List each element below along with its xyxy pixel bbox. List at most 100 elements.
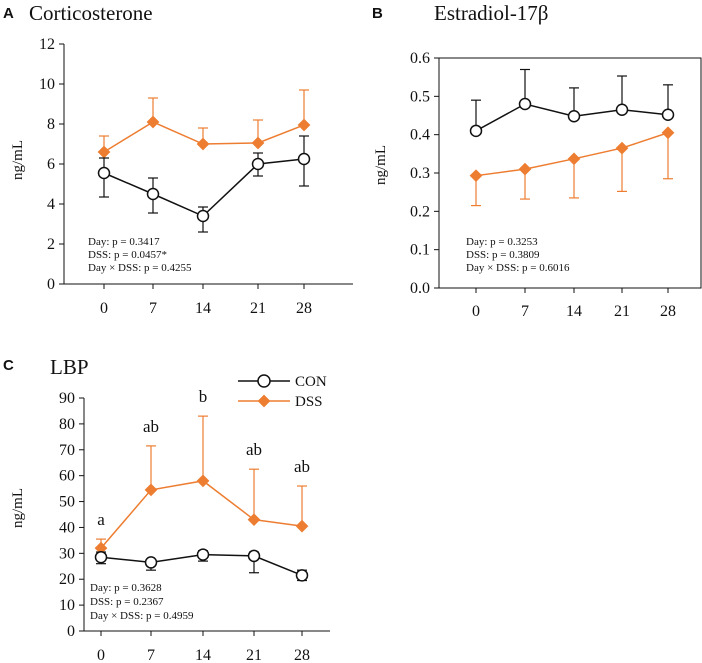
panel-b-letter: B <box>372 5 383 22</box>
panel-a-xtick-label: 14 <box>195 300 211 317</box>
panel-a-stat-day: Day: p = 0.3417 <box>88 236 160 248</box>
panel-c-xtick-label: 0 <box>97 647 105 663</box>
panel-c-con-point <box>196 548 210 561</box>
panel-a-stat-interaction: Day × DSS: p = 0.4255 <box>88 262 192 274</box>
panel-c-con-point <box>94 550 108 564</box>
panel-c-con-point <box>144 556 158 569</box>
panel-b-xtick-label: 14 <box>566 303 582 320</box>
panel-b-xtick-label: 0 <box>472 303 480 320</box>
panel-c-ytick-label: 40 <box>59 519 75 536</box>
panel-c-ytick-label: 60 <box>59 468 75 485</box>
panel-b-xtick-label: 21 <box>614 303 630 320</box>
panel-b-dss-point <box>661 126 675 140</box>
panel-a-title: Corticosterone <box>29 1 153 25</box>
panel-b-dss-point <box>615 141 629 155</box>
panel-c-significance-label: b <box>199 387 208 406</box>
panel-b-con-point <box>615 103 629 116</box>
panel-c-dss-point <box>295 519 309 533</box>
panel-a-xtick-label: 21 <box>250 300 266 317</box>
panel-corticosterone: A Corticosterone ng/mL Day: p = 0.3417 D… <box>3 1 353 317</box>
panel-a-ytick-label: 4 <box>47 196 55 213</box>
legend-con-marker <box>257 374 271 388</box>
panel-c-significance-label: ab <box>143 417 159 436</box>
panel-c-xtick-label: 21 <box>246 647 262 663</box>
panel-c-stat-interaction: Day × DSS: p = 0.4959 <box>90 610 194 622</box>
panel-b-ylabel: ng/mL <box>373 145 389 185</box>
panel-a-xtick-label: 28 <box>296 300 312 317</box>
panel-a-ytick-label: 0 <box>47 276 55 293</box>
panel-a-con-point <box>97 166 111 180</box>
panel-c-ytick-label: 70 <box>59 442 75 459</box>
panel-b-dss-point <box>469 169 483 183</box>
panel-c-letter: C <box>3 357 14 374</box>
panel-c-ytick-label: 80 <box>59 416 75 433</box>
panel-c-ytick-label: 10 <box>59 597 75 614</box>
panel-b-con-point <box>567 110 581 123</box>
panel-c-stat-day: Day: p = 0.3628 <box>90 582 162 594</box>
panel-b-dss-point <box>518 162 532 176</box>
panel-b-xtick-label: 28 <box>660 303 676 320</box>
legend: CON DSS <box>238 374 327 410</box>
panel-c-xtick-label: 7 <box>147 647 155 663</box>
panel-c-xtick-label: 28 <box>294 647 310 663</box>
panel-b-ytick-label: 0.1 <box>410 242 430 259</box>
panel-a-ytick-label: 6 <box>47 156 55 173</box>
panel-a-dss-point <box>196 137 210 151</box>
panel-a-ytick-label: 2 <box>47 236 55 253</box>
legend-dss-marker <box>257 394 271 408</box>
panel-c-ytick-label: 50 <box>59 494 75 511</box>
panel-a-stat-dss: DSS: p = 0.0457* <box>88 249 167 261</box>
panel-b-con-point <box>518 97 532 111</box>
panel-a-dss-point <box>251 136 265 150</box>
panel-a-ytick-label: 8 <box>47 116 55 133</box>
panel-b-stat-dss: DSS: p = 0.3809 <box>466 249 540 261</box>
panel-c-title: LBP <box>50 355 89 379</box>
panel-c-con-point <box>247 549 261 563</box>
panel-b-stat-interaction: Day × DSS: p = 0.6016 <box>466 262 570 274</box>
panel-a-letter: A <box>3 5 14 22</box>
panel-b-ytick-label: 0.4 <box>410 127 430 144</box>
panel-c-ytick-label: 20 <box>59 571 75 588</box>
panel-c-ytick-label: 0 <box>67 623 75 640</box>
legend-con-label: CON <box>295 374 327 390</box>
panel-estradiol: B Estradiol-17β ng/mL Day: p = 0.3253 DS… <box>372 1 702 320</box>
panel-c-significance-label: a <box>97 510 105 529</box>
panel-a-ylabel: ng/mL <box>10 140 26 180</box>
panel-a-con-point <box>297 152 311 166</box>
panel-a-xtick-label: 7 <box>149 300 157 317</box>
panel-a-xtick-label: 0 <box>100 300 108 317</box>
panel-c-dss-point <box>196 474 210 488</box>
panel-b-ytick-label: 0.2 <box>410 203 430 220</box>
panel-c-con-point <box>295 569 309 582</box>
panel-b-xtick-label: 7 <box>521 303 529 320</box>
panel-b-con-point <box>661 108 675 121</box>
panel-c-dss-point <box>144 483 158 497</box>
panel-a-dss-point <box>297 118 311 132</box>
panel-a-dss-point <box>146 115 160 129</box>
panel-c-significance-label: ab <box>246 440 262 459</box>
panel-b-ytick-label: 0.3 <box>410 165 430 182</box>
panel-a-con-point <box>196 209 210 223</box>
panel-c-ylabel: ng/mL <box>10 488 26 528</box>
panel-b-ytick-label: 0.6 <box>410 50 430 67</box>
panel-b-ytick-label: 0.5 <box>410 88 430 105</box>
panel-c-dss-line <box>100 480 303 549</box>
panel-b-dss-line <box>475 132 669 177</box>
panel-a-con-point <box>146 187 160 201</box>
panel-a-con-point <box>251 157 265 171</box>
panel-lbp: C LBP ng/mL Day: p = 0.3628 DSS: p = 0.2… <box>3 355 330 663</box>
panel-c-dss-point <box>247 513 261 527</box>
panel-c-significance-label: ab <box>294 457 310 476</box>
panel-b-stat-day: Day: p = 0.3253 <box>466 236 538 248</box>
panel-b-ytick-label: 0.0 <box>410 280 430 297</box>
panel-b-title: Estradiol-17β <box>434 1 549 25</box>
panel-c-ytick-label: 30 <box>59 545 75 562</box>
panel-c-stat-dss: DSS: p = 0.2367 <box>90 596 164 608</box>
panel-b-dss-point <box>567 152 581 166</box>
panel-b-con-point <box>469 124 483 138</box>
panel-a-ytick-label: 12 <box>39 36 55 53</box>
panel-c-ytick-label: 90 <box>59 390 75 407</box>
panel-a-ytick-label: 10 <box>39 76 55 93</box>
panel-a-dss-point <box>97 145 111 159</box>
